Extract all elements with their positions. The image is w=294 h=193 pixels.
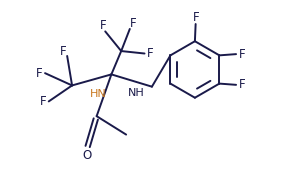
Text: F: F: [239, 78, 245, 91]
Text: F: F: [147, 47, 153, 60]
Text: HN: HN: [89, 89, 106, 99]
Text: F: F: [193, 11, 199, 24]
Text: F: F: [36, 67, 42, 80]
Text: F: F: [129, 17, 136, 30]
Text: F: F: [99, 19, 106, 32]
Text: O: O: [82, 149, 91, 162]
Text: F: F: [239, 48, 245, 61]
Text: NH: NH: [128, 88, 144, 98]
Text: F: F: [59, 45, 66, 58]
Text: F: F: [40, 95, 47, 108]
